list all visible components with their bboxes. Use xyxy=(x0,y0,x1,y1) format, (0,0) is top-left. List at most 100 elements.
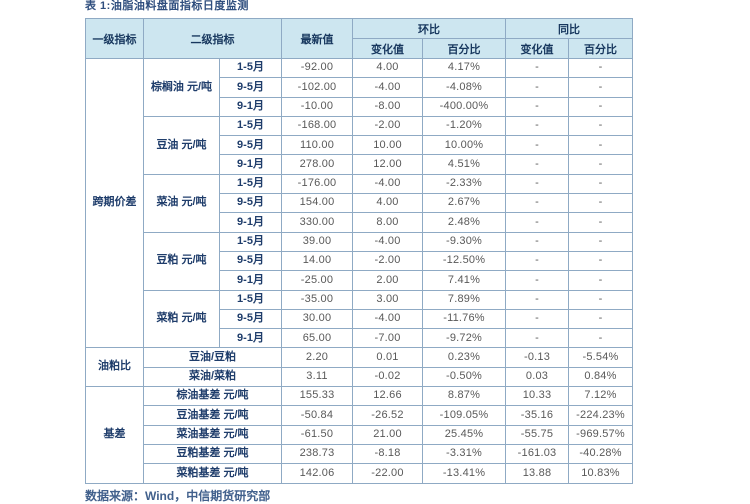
yoy-pct-cell: - xyxy=(568,193,633,214)
yoy-change-cell: - xyxy=(505,289,569,310)
mom-pct-cell: 8.87% xyxy=(422,386,506,407)
mom-pct-cell: -4.08% xyxy=(422,77,506,98)
yoy-pct-cell: -969.57% xyxy=(568,424,633,445)
yoy-change-cell: -55.75 xyxy=(505,424,569,445)
contract-period-cell: 1-5月 xyxy=(219,57,282,79)
yoy-pct-cell: - xyxy=(568,212,633,233)
header-yoy-change: 变化值 xyxy=(505,38,569,59)
yoy-pct-cell: 0.84% xyxy=(568,366,633,388)
table-row: 9-1月 278.00 12.00 4.51% - - xyxy=(86,154,633,175)
yoy-change-cell: - xyxy=(505,154,569,175)
mom-pct-cell: -12.50% xyxy=(422,250,506,272)
mom-pct-cell: -9.72% xyxy=(422,328,506,349)
yoy-pct-cell: 7.12% xyxy=(568,386,633,407)
latest-value-cell: 330.00 xyxy=(281,212,353,233)
latest-value-cell: 14.00 xyxy=(281,250,353,272)
latest-value-cell: 2.20 xyxy=(281,347,353,368)
mom-change-cell: -7.00 xyxy=(352,328,423,349)
yoy-change-cell: - xyxy=(505,173,569,195)
indicator-table: 一级指标 二级指标 最新值 环比 同比 变化值 百分比 变化值 百分比 跨期价差… xyxy=(85,18,633,484)
contract-period-cell: 9-5月 xyxy=(219,77,282,98)
yoy-pct-cell: -5.54% xyxy=(568,347,633,368)
level1-indicator-cell: 基差 xyxy=(85,386,144,484)
header-yoy-pct: 百分比 xyxy=(568,38,633,59)
contract-period-cell: 9-1月 xyxy=(219,328,282,349)
latest-value-cell: -102.00 xyxy=(281,77,353,98)
yoy-change-cell: 13.88 xyxy=(505,463,569,484)
yoy-change-cell: -161.03 xyxy=(505,443,569,465)
latest-value-cell: 30.00 xyxy=(281,308,353,330)
yoy-change-cell: - xyxy=(505,328,569,349)
yoy-pct-cell: - xyxy=(568,270,633,291)
contract-period-cell: 9-1月 xyxy=(219,96,282,117)
mom-pct-cell: 4.17% xyxy=(422,57,506,79)
mom-pct-cell: -11.76% xyxy=(422,308,506,330)
table-row: 菜油/菜粕 3.11 -0.02 -0.50% 0.03 0.84% xyxy=(86,366,633,388)
yoy-pct-cell: - xyxy=(568,135,633,156)
latest-value-cell: 3.11 xyxy=(281,366,353,388)
latest-value-cell: -61.50 xyxy=(281,424,353,445)
mom-pct-cell: -109.05% xyxy=(422,405,506,426)
level2-indicator-cell: 豆油 元/吨 xyxy=(143,115,220,175)
yoy-change-cell: - xyxy=(505,96,569,117)
latest-value-cell: 39.00 xyxy=(281,231,353,252)
yoy-pct-cell: - xyxy=(568,173,633,195)
mom-pct-cell: 2.67% xyxy=(422,193,506,214)
yoy-pct-cell: - xyxy=(568,96,633,117)
level1-indicator-cell: 跨期价差 xyxy=(85,57,144,349)
mom-change-cell: 4.00 xyxy=(352,193,423,214)
mom-change-cell: -2.00 xyxy=(352,115,423,137)
yoy-pct-cell: 10.83% xyxy=(568,463,633,484)
yoy-change-cell: - xyxy=(505,308,569,330)
latest-value-cell: 154.00 xyxy=(281,193,353,214)
level2-indicator-cell: 棕油基差 元/吨 xyxy=(143,386,282,407)
latest-value-cell: -25.00 xyxy=(281,270,353,291)
yoy-pct-cell: - xyxy=(568,231,633,252)
level2-indicator-cell: 菜粕基差 元/吨 xyxy=(143,463,282,484)
yoy-change-cell: - xyxy=(505,115,569,137)
yoy-change-cell: - xyxy=(505,212,569,233)
yoy-change-cell: - xyxy=(505,193,569,214)
table-row: 菜油基差 元/吨 -61.50 21.00 25.45% -55.75 -969.57% xyxy=(86,424,633,445)
mom-pct-cell: 0.23% xyxy=(422,347,506,368)
level2-indicator-cell: 菜油基差 元/吨 xyxy=(143,424,282,445)
mom-change-cell: -8.00 xyxy=(352,96,423,117)
latest-value-cell: 155.33 xyxy=(281,386,353,407)
yoy-pct-cell: - xyxy=(568,308,633,330)
mom-change-cell: 21.00 xyxy=(352,424,423,445)
table-row: 9-1月 330.00 8.00 2.48% - - xyxy=(86,212,633,233)
contract-period-cell: 9-5月 xyxy=(219,135,282,156)
table-row: 菜粕 元/吨 1-5月 -35.00 3.00 7.89% - - xyxy=(86,289,633,349)
table-row: 跨期价差 棕榈油 元/吨 1-5月 -92.00 4.00 4.17% - - xyxy=(85,57,633,349)
contract-period-cell: 1-5月 xyxy=(219,173,282,195)
contract-period-cell: 9-1月 xyxy=(219,212,282,233)
mom-change-cell: 3.00 xyxy=(352,289,423,310)
table-row: 油粕比 豆油/豆粕 2.20 0.01 0.23% -0.13 -5.54% xyxy=(85,347,633,388)
mom-change-cell: 4.00 xyxy=(352,57,423,79)
header-mom-pct: 百分比 xyxy=(422,38,506,59)
yoy-change-cell: - xyxy=(505,270,569,291)
yoy-pct-cell: - xyxy=(568,328,633,349)
table-row: 豆粕 元/吨 1-5月 39.00 -4.00 -9.30% - - xyxy=(86,231,633,291)
mom-pct-cell: 7.89% xyxy=(422,289,506,310)
mom-pct-cell: 4.51% xyxy=(422,154,506,175)
mom-change-cell: -4.00 xyxy=(352,308,423,330)
yoy-pct-cell: - xyxy=(568,154,633,175)
yoy-pct-cell: -224.23% xyxy=(568,405,633,426)
latest-value-cell: 238.73 xyxy=(281,443,353,465)
level2-indicator-cell: 菜油 元/吨 xyxy=(143,173,220,233)
mom-change-cell: 10.00 xyxy=(352,135,423,156)
table-title: 表 1:油脂油料盘面指标日度监测 xyxy=(85,0,249,12)
mom-pct-cell: -0.50% xyxy=(422,366,506,388)
mom-change-cell: 12.66 xyxy=(352,386,423,407)
header-mom-change: 变化值 xyxy=(352,38,423,59)
table-row: 菜油 元/吨 1-5月 -176.00 -4.00 -2.33% - - xyxy=(86,173,633,233)
mom-pct-cell: -3.31% xyxy=(422,443,506,465)
contract-period-cell: 9-5月 xyxy=(219,308,282,330)
contract-period-cell: 1-5月 xyxy=(219,289,282,310)
latest-value-cell: 278.00 xyxy=(281,154,353,175)
contract-period-cell: 1-5月 xyxy=(219,115,282,137)
contract-period-cell: 9-5月 xyxy=(219,193,282,214)
latest-value-cell: -50.84 xyxy=(281,405,353,426)
latest-value-cell: -176.00 xyxy=(281,173,353,195)
